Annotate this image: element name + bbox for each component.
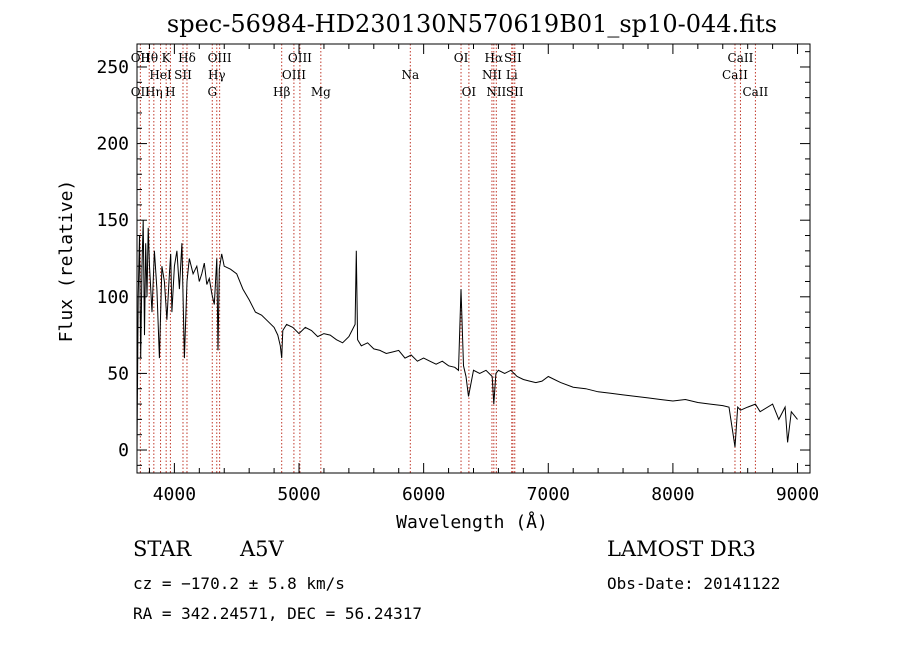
line-marker-label: OI (462, 85, 477, 99)
y-tick-label: 150 (96, 210, 129, 231)
line-marker-label: CaII (742, 85, 768, 99)
line-marker-label: Na (401, 68, 419, 82)
y-tick-label: 50 (107, 363, 129, 384)
axis-ticks: 4000 5000 6000 7000 8000 9000 0 50 100 150 200 250 (96, 44, 819, 505)
line-marker-label: Li (506, 68, 518, 82)
line-marker-label: Hα (485, 51, 504, 65)
line-marker-label: SII (506, 85, 524, 99)
line-marker-label: OIII (288, 51, 312, 65)
x-axis-label: Wavelength (Å) (396, 511, 548, 533)
line-marker-label: OIII (282, 68, 306, 82)
redshift-velocity: cz = −170.2 ± 5.8 km/s (133, 574, 345, 593)
y-axis-label: Flux (relative) (56, 180, 77, 343)
line-marker-label: NII (486, 85, 506, 99)
line-marker-label: OII (131, 85, 151, 99)
x-tick-label: 8000 (651, 484, 694, 505)
line-markers: OIIOIIHθHηHeIKHSIIHδGHγOIIIHβOIIIOIIIMgN… (131, 44, 769, 473)
x-tick-label: 6000 (402, 484, 445, 505)
line-marker-label: H (165, 85, 175, 99)
line-marker-label: OIII (208, 51, 232, 65)
spectrum-line (136, 220, 798, 451)
line-marker-label: OI (454, 51, 469, 65)
line-marker-label: Hβ (273, 85, 290, 99)
y-tick-label: 100 (96, 287, 129, 308)
plot-frame (136, 43, 811, 474)
line-marker-label: Hγ (208, 68, 226, 82)
coordinates: RA = 342.24571, DEC = 56.24317 (133, 604, 422, 623)
y-tick-label: 0 (118, 440, 129, 461)
line-marker-label: NII (482, 68, 502, 82)
line-marker-label: Hθ (140, 51, 158, 65)
line-marker-label: SII (504, 51, 522, 65)
line-marker-label: Hη (145, 85, 163, 99)
line-marker-label: Mg (311, 85, 331, 99)
line-marker-label: K (162, 51, 172, 65)
line-marker-label: G (207, 85, 217, 99)
x-tick-label: 5000 (277, 484, 320, 505)
survey-name: LAMOST DR3 (607, 537, 756, 561)
object-subclass: A5V (240, 537, 284, 561)
chart-title: spec-56984-HD230130N570619B01_sp10-044.f… (167, 10, 777, 38)
line-marker-label: CaII (728, 51, 754, 65)
line-marker-label: SII (174, 68, 192, 82)
line-marker-label: OII (131, 51, 151, 65)
object-class: STAR (133, 537, 192, 561)
y-tick-label: 200 (96, 134, 129, 155)
x-tick-label: 9000 (776, 484, 819, 505)
line-marker-label: HeI (149, 68, 172, 82)
y-tick-label: 250 (96, 57, 129, 78)
line-marker-label: CaII (722, 68, 748, 82)
x-tick-label: 4000 (153, 484, 196, 505)
x-tick-label: 7000 (527, 484, 570, 505)
observation-date: Obs-Date: 20141122 (607, 574, 781, 593)
line-marker-label: Hδ (178, 51, 196, 65)
